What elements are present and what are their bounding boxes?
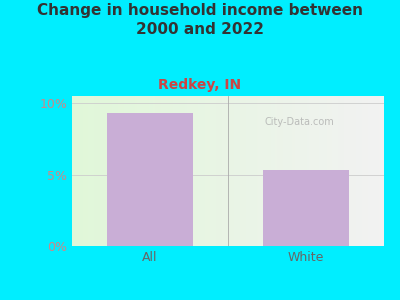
Bar bbox=[107, 113, 193, 246]
Text: City-Data.com: City-Data.com bbox=[265, 116, 335, 127]
Text: Change in household income between
2000 and 2022: Change in household income between 2000 … bbox=[37, 3, 363, 37]
Text: Redkey, IN: Redkey, IN bbox=[158, 78, 242, 92]
Bar bbox=[263, 170, 349, 246]
